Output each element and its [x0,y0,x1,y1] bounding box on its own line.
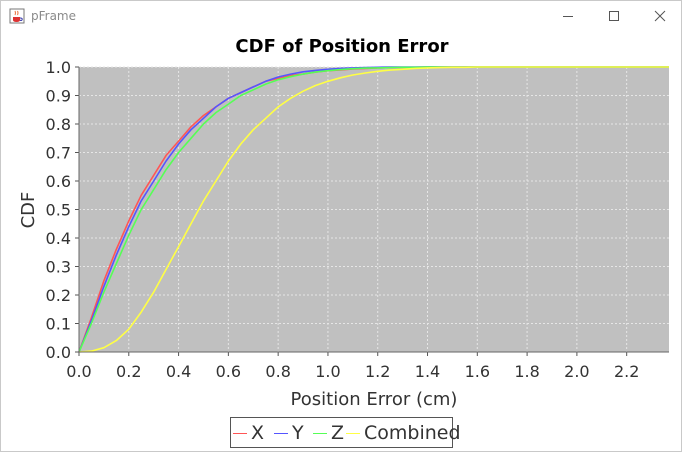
x-tick-label: 0.8 [265,362,290,381]
y-tick-label: 0.0 [46,343,71,362]
x-tick-label: 2.2 [614,362,639,381]
x-tick-label: 1.0 [315,362,340,381]
y-tick-label: 0.8 [46,115,71,134]
axes: 0.0 0.1 0.2 0.3 0.4 0.5 0.6 0.7 0.8 0.9 1.0 0.0 0.2 0… [46,58,669,381]
x-tick-label: 1.2 [365,362,390,381]
legend-item-combined: Combined [346,420,461,446]
grid [78,66,669,353]
y-tick-label: 0.5 [46,201,71,220]
x-tick-label: 0.0 [66,362,91,381]
legend-swatch [274,432,288,434]
legend-label: Y [292,422,304,444]
legend-swatch [346,432,360,434]
close-button[interactable] [637,1,682,31]
java-cup-icon [9,8,25,24]
close-icon [654,10,666,22]
y-tick-label: 0.2 [46,286,71,305]
maximize-button[interactable] [591,1,637,31]
y-tick-label: 0.6 [46,172,71,191]
series-line-combined [78,66,669,353]
legend-item-z: Z [313,420,344,446]
x-tick-label: 0.4 [166,362,191,381]
minimize-icon [563,16,573,17]
y-tick-label: 0.7 [46,144,71,163]
y-axis-label: CDF [18,192,39,229]
legend-swatch [313,432,327,434]
title-bar[interactable]: pFrame [1,1,681,31]
y-tick-label: 0.1 [46,315,71,334]
x-axis-label: Position Error (cm) [291,389,458,410]
y-tick-label: 1.0 [46,58,71,77]
legend-label: Combined [364,422,461,444]
y-tick-label: 0.9 [46,87,71,106]
window-title: pFrame [31,9,77,23]
legend-item-x: X [233,420,264,446]
legend-label: Z [331,422,345,444]
legend-item-y: Y [274,420,304,446]
plot-area [79,67,669,352]
maximize-icon [609,11,619,21]
x-tick-label: 1.8 [514,362,539,381]
y-tick-label: 0.3 [46,258,71,277]
x-tick-label: 0.2 [116,362,141,381]
chart-title: CDF of Position Error [235,36,448,57]
x-tick-label: 1.4 [415,362,440,381]
legend-label: X [251,422,265,444]
chart: CDF of Position Error 0.0 0.1 0.2 0.3 0.4 0.5… [18,36,669,410]
y-tick-label: 0.4 [46,229,71,248]
series-layer [78,66,669,353]
legend: X Y Z Combined [230,417,461,448]
x-tick-label: 2.0 [564,362,589,381]
x-tick-label: 1.6 [465,362,490,381]
minimize-button[interactable] [545,1,591,31]
x-tick-label: 0.6 [216,362,241,381]
legend-swatch [233,432,247,434]
